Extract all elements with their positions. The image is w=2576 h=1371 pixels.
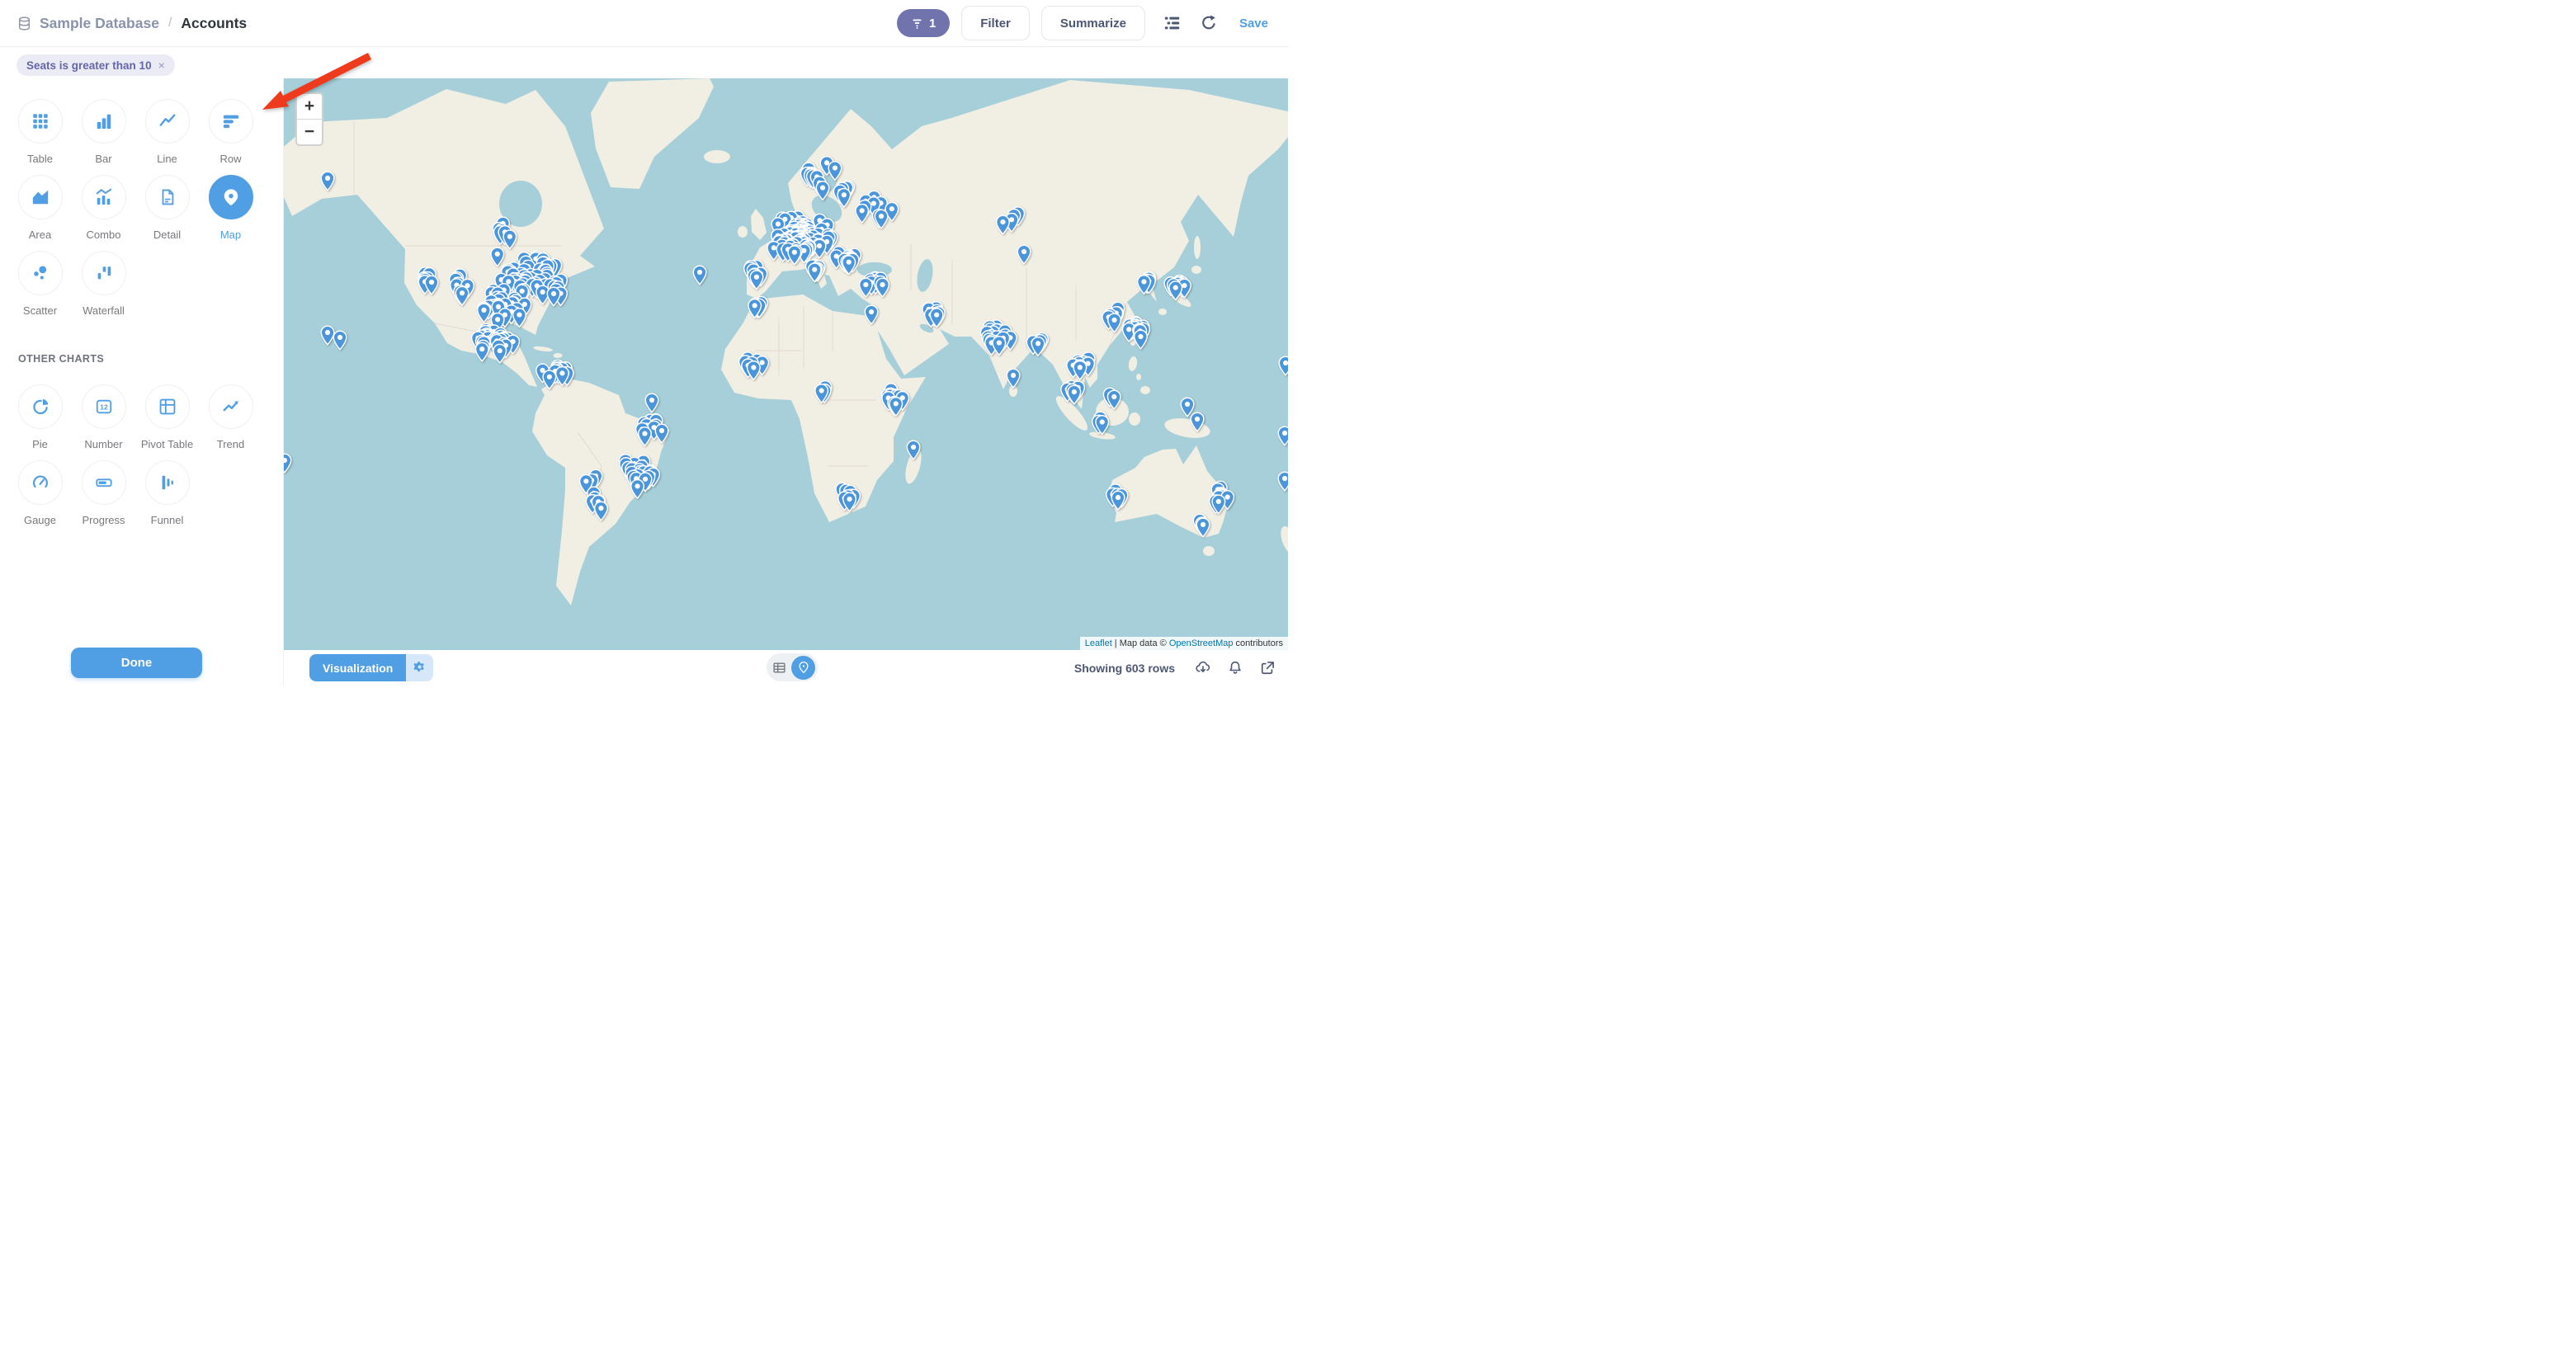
detail-chart-icon [144,175,190,219]
database-icon [17,16,32,31]
map-pin[interactable] [1277,471,1288,492]
bottom-bar: Visualization Showing 603 rows [284,650,1288,686]
chart-type-grid-main: Table Bar Line Row Area Combo Detail Map Scatter… [8,99,281,321]
funnel-chart-icon [144,460,190,505]
world-map [284,78,1288,605]
filter-count: 1 [929,16,937,31]
map-chart-icon [208,175,253,219]
visualization-sidebar: Table Bar Line Row Area Combo Detail Map Scatter… [0,47,284,686]
pivot-chart-icon [144,384,190,429]
chart-type-pivot[interactable]: Pivot Table [135,384,199,455]
chart-type-scatter[interactable]: Scatter [8,251,72,321]
table-view-button[interactable] [767,661,791,675]
zoom-out-button[interactable]: − [304,122,315,141]
map-pin-icon [799,662,808,673]
chart-type-waterfall[interactable]: Waterfall [72,251,135,321]
sharing-embed-icon[interactable] [1259,660,1276,676]
chart-type-trend[interactable]: Trend [199,384,262,455]
summarize-button[interactable]: Summarize [1040,6,1145,40]
map-pin[interactable] [1006,368,1021,389]
openstreetmap-link[interactable]: OpenStreetMap [1168,638,1234,648]
pie-chart-icon [17,384,63,429]
row-chart-icon [208,99,253,144]
chart-type-area[interactable]: Area [8,175,72,245]
filter-chip-row: Seats is greater than 10 × [0,47,284,78]
map-pin[interactable] [1277,426,1288,446]
other-charts-heading: OTHER CHARTS [18,353,105,365]
remove-filter-icon[interactable]: × [158,59,165,72]
metabase-query-builder: Sample Database / Accounts 1 Filter Summ… [0,0,1288,686]
chart-type-table[interactable]: Table [8,99,72,169]
zoom-in-button[interactable]: + [297,94,322,120]
chart-type-combo[interactable]: Combo [72,175,135,245]
chart-type-funnel[interactable]: Funnel [135,460,199,530]
download-icon[interactable] [1195,660,1211,676]
waterfall-chart-icon [81,251,126,295]
map-pin[interactable] [1180,397,1195,417]
chart-type-grid-other: Pie Number Pivot Table Trend Gauge Progress Fu… [8,384,281,530]
refresh-icon[interactable] [1200,14,1218,32]
number-chart-icon [81,384,126,429]
map-pin[interactable] [644,393,659,413]
map-pin[interactable] [320,325,335,346]
trend-chart-icon [208,384,253,429]
visualization-settings[interactable] [406,654,434,681]
breadcrumb[interactable]: Sample Database / Accounts [17,15,247,32]
chart-type-progress[interactable]: Progress [72,460,135,530]
save-button[interactable]: Save [1238,16,1268,31]
map-pin[interactable] [333,330,347,351]
map-zoom-control: + − [295,92,323,146]
funnel-icon [913,19,922,29]
leaflet-link[interactable]: Leaflet [1084,638,1112,648]
filter-chip-label[interactable]: Seats is greater than 10 [26,59,152,72]
chart-type-map[interactable]: Map [199,175,262,245]
map-visualization[interactable]: + − Leaflet | Map data © OpenStreetMap c… [284,78,1288,650]
notebook-editor-icon[interactable] [1163,14,1182,32]
progress-chart-icon [81,460,126,505]
map-pin[interactable] [474,342,489,362]
row-count: Showing 603 rows [1073,661,1175,675]
bar-chart-icon [81,99,126,144]
chart-type-number[interactable]: Number [72,384,135,455]
table-map-toggle [767,653,818,681]
breadcrumb-table[interactable]: Accounts [181,14,248,31]
map-pin[interactable] [1133,329,1148,350]
map-pin[interactable] [284,453,292,473]
table-chart-icon [17,99,63,144]
chart-type-gauge[interactable]: Gauge [8,460,72,530]
filter-button[interactable]: Filter [961,6,1030,40]
gauge-chart-icon [17,460,63,505]
chart-type-line[interactable]: Line [135,99,199,169]
breadcrumb-database[interactable]: Sample Database [40,14,159,31]
map-attribution: Leaflet | Map data © OpenStreetMap contr… [1079,637,1288,650]
scatter-chart-icon [17,251,63,295]
alerts-bell-icon[interactable] [1227,660,1243,676]
top-header: Sample Database / Accounts 1 Filter Summ… [0,0,1288,47]
visualization-button[interactable]: Visualization [309,654,434,681]
table-view-icon [772,662,786,672]
map-pin[interactable] [1278,356,1288,376]
combo-chart-icon [81,175,126,219]
done-button[interactable]: Done [71,648,202,678]
visualization-label[interactable]: Visualization [309,654,407,681]
chart-type-pie[interactable]: Pie [8,384,72,455]
map-pin[interactable] [692,265,707,285]
map-view-button[interactable] [791,655,815,680]
chart-type-detail[interactable]: Detail [135,175,199,245]
line-chart-icon [144,99,190,144]
breadcrumb-separator: / [167,16,172,30]
gear-icon [413,662,425,671]
filter-chip[interactable]: Seats is greater than 10 × [17,54,175,76]
chart-type-bar[interactable]: Bar [72,99,135,169]
chart-type-row[interactable]: Row [199,99,262,169]
active-filters-badge[interactable]: 1 [897,9,951,37]
area-chart-icon [17,175,63,219]
